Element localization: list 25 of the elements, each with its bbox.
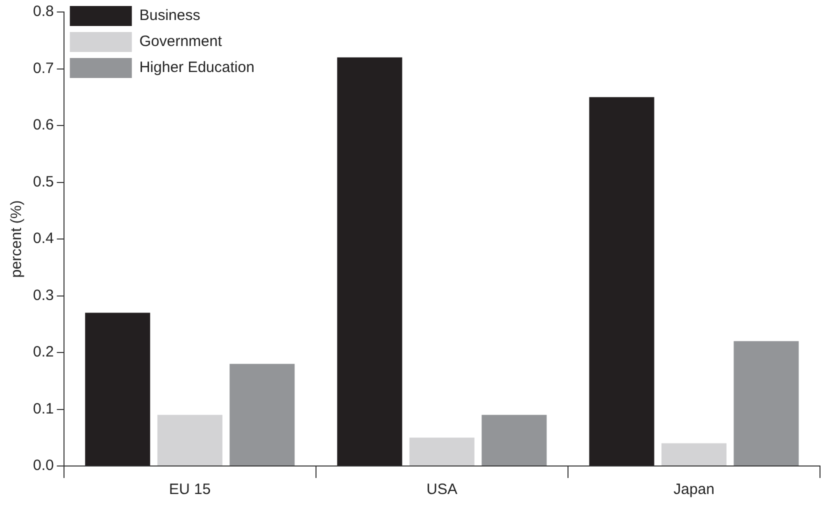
bar [734, 341, 799, 466]
x-tick-label: Japan [674, 481, 714, 498]
bar [337, 57, 402, 466]
bar [589, 97, 654, 466]
y-tick-label: 0.8 [32, 3, 54, 20]
y-tick-label: 0.0 [32, 457, 54, 474]
y-tick-label: 0.3 [32, 286, 54, 304]
y-tick-label: 0.7 [32, 60, 54, 77]
bar [230, 364, 295, 466]
x-tick-label: USA [426, 481, 458, 498]
y-tick-label: 0.1 [32, 400, 54, 418]
bar [409, 438, 474, 466]
legend-label: Government [139, 33, 223, 50]
bar [482, 414, 547, 466]
y-tick-label: 0.5 [32, 173, 54, 190]
bar [157, 414, 222, 466]
y-tick-label: 0.2 [32, 344, 54, 361]
y-tick-label: 0.4 [32, 230, 54, 248]
x-tick-label: EU 15 [169, 481, 211, 498]
legend-label: Higher Education [139, 59, 254, 76]
y-tick-label: 0.6 [32, 116, 54, 134]
bar [85, 312, 150, 466]
bar [661, 443, 726, 466]
y-axis-title: percent (%) [8, 200, 26, 278]
legend-label: Business [139, 7, 200, 24]
